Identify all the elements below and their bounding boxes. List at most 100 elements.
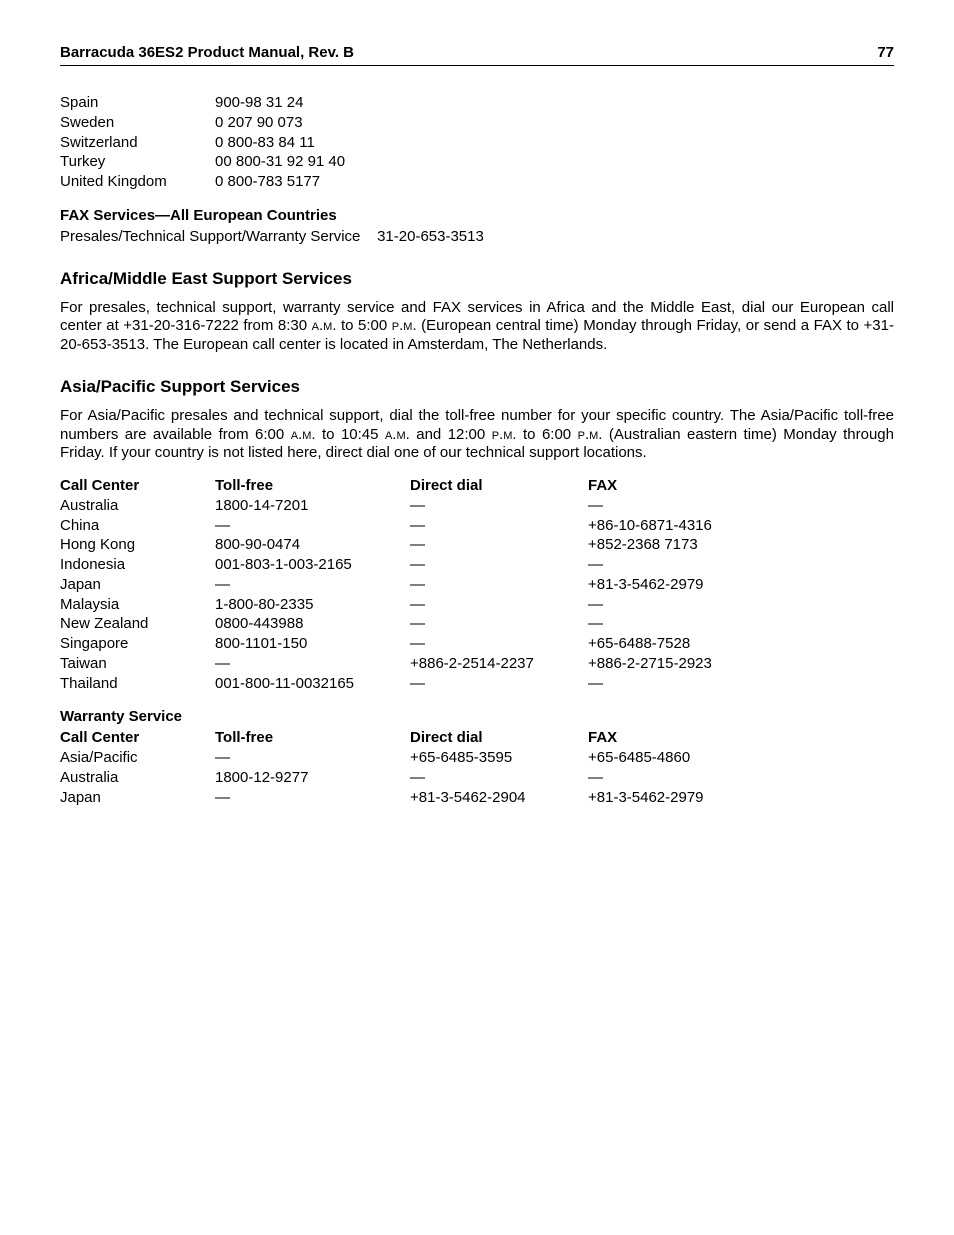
number-cell: 00 800-31 92 91 40: [215, 153, 345, 173]
cell: Asia/Pacific: [60, 749, 215, 769]
cell: —: [215, 576, 410, 596]
table-row: Singapore 800-1101-150 — +65-6488-7528: [60, 635, 712, 655]
table-row: Japan — +81-3-5462-2904 +81-3-5462-2979: [60, 789, 704, 809]
table-row: Hong Kong 800-90-0474 — +852-2368 7173: [60, 536, 712, 556]
warranty-table: Call Center Toll-free Direct dial FAX As…: [60, 729, 704, 808]
table-row: Switzerland 0 800-83 84 11: [60, 134, 345, 154]
africa-paragraph: For presales, technical support, warrant…: [60, 299, 894, 355]
number-cell: 900-98 31 24: [215, 94, 345, 114]
europe-phone-table: Spain 900-98 31 24 Sweden 0 207 90 073 S…: [60, 94, 345, 193]
cell: 1-800-80-2335: [215, 596, 410, 616]
cell: 0800-443988: [215, 615, 410, 635]
number-cell: 0 800-83 84 11: [215, 134, 345, 154]
country-cell: Sweden: [60, 114, 215, 134]
cell: Indonesia: [60, 556, 215, 576]
cell: —: [410, 675, 588, 695]
cell: +81-3-5462-2979: [588, 576, 712, 596]
asia-support-table: Call Center Toll-free Direct dial FAX Au…: [60, 477, 712, 694]
asia-paragraph: For Asia/Pacific presales and technical …: [60, 407, 894, 463]
cell: —: [588, 769, 704, 789]
warranty-heading: Warranty Service: [60, 708, 894, 725]
cell: —: [215, 655, 410, 675]
page: Barracuda 36ES2 Product Manual, Rev. B 7…: [0, 0, 954, 1235]
cell: Japan: [60, 789, 215, 809]
cell: 800-90-0474: [215, 536, 410, 556]
cell: —: [588, 497, 712, 517]
col-header-fax: FAX: [588, 477, 712, 497]
col-header-callcenter: Call Center: [60, 477, 215, 497]
cell: —: [410, 615, 588, 635]
pm-text: p.m.: [492, 426, 517, 443]
table-row: Taiwan — +886-2-2514-2237 +886-2-2715-29…: [60, 655, 712, 675]
pm-text: p.m.: [392, 317, 417, 334]
cell: 800-1101-150: [215, 635, 410, 655]
cell: China: [60, 517, 215, 537]
cell: Singapore: [60, 635, 215, 655]
col-header-directdial: Direct dial: [410, 729, 588, 749]
cell: —: [410, 596, 588, 616]
cell: Malaysia: [60, 596, 215, 616]
fax-number: 31-20-653-3513: [377, 228, 484, 245]
table-row: Australia 1800-12-9277 — —: [60, 769, 704, 789]
cell: —: [410, 635, 588, 655]
cell: —: [588, 615, 712, 635]
cell: +65-6488-7528: [588, 635, 712, 655]
fax-label: Presales/Technical Support/Warranty Serv…: [60, 228, 360, 245]
cell: +65-6485-3595: [410, 749, 588, 769]
table-row: Thailand 001-800-11-0032165 — —: [60, 675, 712, 695]
table-row: Turkey 00 800-31 92 91 40: [60, 153, 345, 173]
number-cell: 0 800-783 5177: [215, 173, 345, 193]
country-cell: Turkey: [60, 153, 215, 173]
fax-line: Presales/Technical Support/Warranty Serv…: [60, 228, 894, 247]
text-fragment: to 5:00: [336, 317, 391, 334]
cell: 001-803-1-003-2165: [215, 556, 410, 576]
text-fragment: to 6:00: [517, 426, 578, 443]
col-header-tollfree: Toll-free: [215, 729, 410, 749]
africa-heading: Africa/Middle East Support Services: [60, 269, 894, 289]
col-header-callcenter: Call Center: [60, 729, 215, 749]
am-text: a.m.: [385, 426, 410, 443]
cell: —: [588, 556, 712, 576]
table-row: Indonesia 001-803-1-003-2165 — —: [60, 556, 712, 576]
table-row: Australia 1800-14-7201 — —: [60, 497, 712, 517]
cell: +886-2-2514-2237: [410, 655, 588, 675]
cell: —: [410, 536, 588, 556]
am-text: a.m.: [291, 426, 316, 443]
table-row: China — — +86-10-6871-4316: [60, 517, 712, 537]
table-row: Malaysia 1-800-80-2335 — —: [60, 596, 712, 616]
cell: +81-3-5462-2979: [588, 789, 704, 809]
cell: New Zealand: [60, 615, 215, 635]
cell: —: [588, 596, 712, 616]
text-fragment: and 12:00: [410, 426, 492, 443]
cell: —: [410, 517, 588, 537]
cell: —: [410, 497, 588, 517]
cell: 1800-12-9277: [215, 769, 410, 789]
cell: —: [215, 789, 410, 809]
am-text: a.m.: [312, 317, 337, 334]
cell: +886-2-2715-2923: [588, 655, 712, 675]
col-header-directdial: Direct dial: [410, 477, 588, 497]
table-row: Japan — — +81-3-5462-2979: [60, 576, 712, 596]
cell: 1800-14-7201: [215, 497, 410, 517]
cell: —: [410, 769, 588, 789]
table-header-row: Call Center Toll-free Direct dial FAX: [60, 729, 704, 749]
table-row: United Kingdom 0 800-783 5177: [60, 173, 345, 193]
table-row: Asia/Pacific — +65-6485-3595 +65-6485-48…: [60, 749, 704, 769]
table-row: Sweden 0 207 90 073: [60, 114, 345, 134]
cell: —: [215, 749, 410, 769]
cell: Australia: [60, 497, 215, 517]
cell: +81-3-5462-2904: [410, 789, 588, 809]
cell: +86-10-6871-4316: [588, 517, 712, 537]
country-cell: United Kingdom: [60, 173, 215, 193]
cell: 001-800-11-0032165: [215, 675, 410, 695]
header-title: Barracuda 36ES2 Product Manual, Rev. B: [60, 44, 354, 61]
text-fragment: to 10:45: [316, 426, 385, 443]
cell: Australia: [60, 769, 215, 789]
table-row: New Zealand 0800-443988 — —: [60, 615, 712, 635]
cell: —: [410, 576, 588, 596]
cell: Thailand: [60, 675, 215, 695]
page-header: Barracuda 36ES2 Product Manual, Rev. B 7…: [60, 44, 894, 66]
table-row: Spain 900-98 31 24: [60, 94, 345, 114]
table-header-row: Call Center Toll-free Direct dial FAX: [60, 477, 712, 497]
cell: Taiwan: [60, 655, 215, 675]
